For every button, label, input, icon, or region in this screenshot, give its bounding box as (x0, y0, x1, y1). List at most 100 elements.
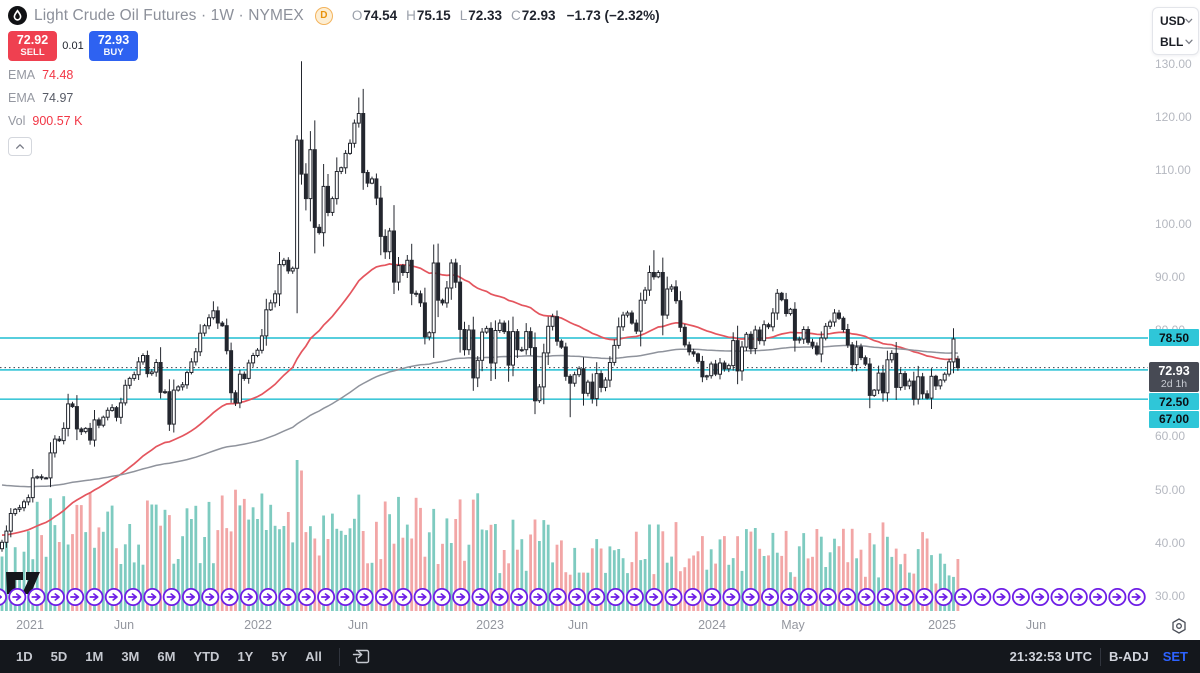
range-button-3m[interactable]: 3M (112, 645, 148, 669)
adjustment-toggle[interactable]: B-ADJ (1108, 649, 1149, 664)
chevron-up-icon (16, 144, 25, 149)
delayed-data-badge[interactable]: D (314, 6, 333, 25)
volume-value: 900.57 K (32, 114, 83, 128)
price-axis[interactable]: 130.00120.00110.00100.0090.0080.0060.005… (1148, 0, 1200, 612)
contract-rollover-markers[interactable] (0, 588, 1146, 607)
last-price-badge: 72.93 2d 1h (1149, 362, 1199, 393)
high-letter: H (406, 8, 416, 23)
price-level-badge-78.50: 78.50 (1149, 329, 1199, 347)
ema-slow-legend[interactable]: EMA 74.97 (8, 91, 82, 105)
time-axis-label: 2021 (16, 618, 44, 632)
sell-button[interactable]: 72.92 SELL (8, 31, 57, 61)
collapse-legend-button[interactable] (8, 137, 32, 156)
low-value: 72.33 (468, 8, 503, 23)
price-tick: 100.00 (1155, 216, 1192, 231)
buy-label: BUY (103, 46, 124, 58)
unit-dropdown[interactable]: BLL (1153, 31, 1198, 52)
ema-fast-line[interactable] (1, 263, 958, 536)
time-axis-label: May (781, 618, 805, 632)
buy-price: 72.93 (97, 33, 130, 48)
sell-label: SELL (20, 46, 45, 58)
trade-panel: 72.92 SELL 0.01 72.93 BUY (8, 31, 138, 61)
ohlc-values: O 74.54 H 75.15 L 72.33 C 72.93 −1.73 (−2.32… (352, 8, 660, 23)
price-tick: 110.00 (1155, 163, 1191, 178)
time-axis[interactable]: 2021 Jun 2022 Jun 2023 Jun 2024 May 2025 Jun (0, 612, 1148, 640)
range-button-ytd[interactable]: YTD (184, 645, 228, 669)
clock[interactable]: 21:32:53 UTC (1009, 649, 1092, 664)
open-value: 74.54 (363, 8, 398, 23)
bar-countdown: 2d 1h (1160, 378, 1188, 391)
price-tick: 130.00 (1155, 57, 1192, 71)
go-to-date-button[interactable] (348, 645, 375, 668)
toolbar-right: 21:32:53 UTC B-ADJ SET (1009, 647, 1200, 666)
price-tick: 40.00 (1155, 535, 1186, 550)
title-separator: · (238, 6, 244, 24)
time-axis-label: Jun (567, 618, 589, 632)
interval-label[interactable]: 1W (210, 6, 235, 24)
settlement-toggle[interactable]: SET (1162, 649, 1188, 664)
price-chart[interactable] (0, 0, 1148, 612)
chart-canvas[interactable]: Light Crude Oil Futures · 1W · NYMEX D O… (0, 0, 1148, 612)
time-axis-label: 2024 (698, 618, 726, 632)
ema-slow-label: EMA (8, 91, 36, 105)
time-axis-label: 2023 (476, 618, 504, 632)
chevron-down-icon (1185, 39, 1193, 44)
toolbar-divider (338, 647, 340, 666)
price-level-badge-67.00: 67.00 (1149, 410, 1199, 428)
price-tick: 90.00 (1155, 269, 1186, 284)
date-range-buttons: 1D 5D 1M 3M 6M YTD 1Y 5Y All (7, 645, 331, 669)
range-button-1d[interactable]: 1D (7, 645, 42, 669)
axis-corner (1148, 612, 1200, 640)
time-axis-label: 2022 (244, 618, 272, 632)
range-button-5d[interactable]: 5D (42, 645, 77, 669)
go-to-date-icon (352, 649, 370, 664)
toolbar-divider (1099, 647, 1101, 666)
spread-value: 0.01 (62, 40, 84, 52)
ema-slow-value: 74.97 (42, 91, 74, 105)
range-button-1y[interactable]: 1Y (228, 645, 262, 669)
ema-fast-value: 74.48 (42, 68, 74, 82)
ema-fast-label: EMA (8, 68, 36, 82)
price-tick: 50.00 (1155, 482, 1186, 497)
sell-price: 72.92 (16, 33, 49, 48)
currency-value: USD (1160, 13, 1186, 28)
ema-fast-legend[interactable]: EMA 74.48 (8, 68, 82, 82)
volume-label: Vol (8, 114, 26, 128)
last-price-value: 72.93 (1158, 363, 1190, 378)
unit-selector-panel: USD BLL (1152, 7, 1199, 55)
close-letter: C (511, 8, 521, 23)
price-level-badge-72.50: 72.50 (1149, 393, 1199, 411)
exchange-label[interactable]: NYMEX (248, 6, 304, 24)
open-letter: O (351, 8, 363, 23)
volume-legend[interactable]: Vol 900.57 K (8, 114, 82, 128)
price-tick: 120.00 (1155, 110, 1192, 125)
chevron-down-icon (1185, 18, 1193, 23)
change-value: −1.73 (−2.32%) (566, 8, 660, 23)
ema-slow-line[interactable] (1, 344, 958, 488)
range-button-5y[interactable]: 5Y (262, 645, 296, 669)
tradingview-watermark-logo (6, 572, 40, 594)
range-button-6m[interactable]: 6M (148, 645, 184, 669)
symbol-header: Light Crude Oil Futures · 1W · NYMEX D O… (8, 6, 660, 25)
time-axis-label: 2025 (928, 618, 956, 632)
close-value: 72.93 (521, 8, 556, 23)
symbol-title[interactable]: Light Crude Oil Futures · 1W · NYMEX (34, 7, 304, 25)
candles-layer (0, 61, 960, 552)
low-letter: L (459, 8, 468, 23)
buy-button[interactable]: 72.93 BUY (89, 31, 138, 61)
range-button-all[interactable]: All (296, 645, 331, 669)
price-tick: 30.00 (1155, 589, 1186, 603)
time-axis-label: Jun (113, 618, 135, 632)
time-axis-label: Jun (1025, 618, 1047, 632)
oil-drop-logo-icon (8, 6, 27, 25)
currency-dropdown[interactable]: USD (1153, 10, 1198, 31)
unit-value: BLL (1160, 34, 1184, 49)
range-button-1m[interactable]: 1M (76, 645, 112, 669)
high-value: 75.15 (416, 8, 451, 23)
symbol-name[interactable]: Light Crude Oil Futures (34, 6, 197, 24)
indicator-legend: EMA 74.48 EMA 74.97 Vol 900.57 K (8, 68, 82, 137)
title-separator: · (200, 6, 207, 24)
axis-settings-icon[interactable] (1170, 617, 1188, 635)
price-tick: 60.00 (1155, 429, 1186, 444)
